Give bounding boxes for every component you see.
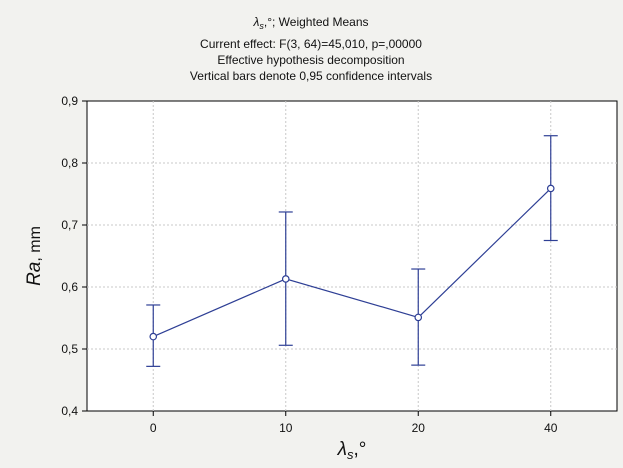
series-line	[153, 187, 552, 338]
y-tick-label: 0,6	[61, 280, 78, 294]
title-line-1-text: ; Weighted Means	[272, 15, 369, 29]
x-tick-label: 10	[279, 421, 293, 435]
chart-title-line-1: λs,°; Weighted Means	[252, 15, 368, 31]
series-layer	[146, 135, 558, 367]
x-axis-lambda-symbol: λ	[337, 439, 347, 460]
y-axis-label-unit: , mm	[27, 226, 44, 262]
x-tick-layer: 0 10 20 40	[150, 411, 558, 435]
y-tick-label: 0,5	[61, 342, 78, 356]
y-tick-label: 0,4	[61, 404, 78, 418]
title-lambda-symbol: λ	[252, 15, 259, 29]
grid-layer	[87, 101, 617, 411]
chart-title-line-2: Current effect: F(3, 64)=45,010, p=,0000…	[200, 37, 422, 51]
title-lambda-unit: ,°	[264, 15, 272, 29]
y-tick-label: 0,7	[61, 218, 78, 232]
plot-area	[86, 100, 618, 412]
y-tick-label: 0,9	[61, 94, 78, 108]
x-tick-label: 20	[412, 421, 426, 435]
x-axis-label: λs,°	[337, 439, 367, 462]
title-lambda-subscript: s	[259, 21, 264, 31]
x-tick-label: 40	[544, 421, 558, 435]
data-point	[546, 184, 555, 193]
chart-title-line-4: Vertical bars denote 0,95 confidence int…	[190, 69, 432, 83]
x-axis-lambda-subscript: s	[347, 447, 354, 462]
y-axis-label-italic: Ra	[24, 262, 45, 286]
data-point	[149, 332, 158, 341]
y-tick-label: 0,8	[61, 156, 78, 170]
y-tick-layer: 0,4 0,5 0,6 0,7 0,8 0,9	[61, 94, 87, 418]
x-axis-lambda-unit: ,°	[353, 439, 366, 460]
data-point	[281, 275, 290, 283]
y-axis-label: Ra, mm	[24, 226, 45, 286]
data-point	[414, 313, 423, 322]
chart-title-line-3: Effective hypothesis decomposition	[217, 53, 404, 67]
x-tick-label: 0	[150, 421, 157, 435]
